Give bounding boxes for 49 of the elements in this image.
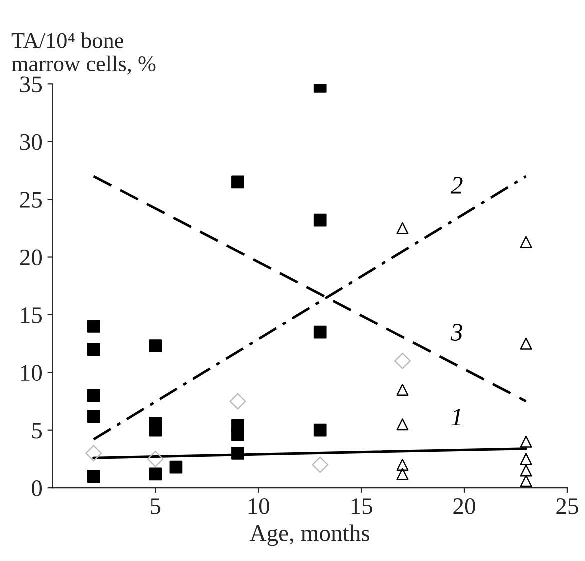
y-tick-label: 0 bbox=[32, 480, 42, 496]
y-tick-label: 35 bbox=[20, 76, 42, 93]
y-tick-label: 5 bbox=[32, 423, 42, 439]
point bbox=[87, 320, 100, 333]
point bbox=[87, 389, 100, 402]
x-tick-label: 25 bbox=[556, 498, 578, 514]
point bbox=[520, 236, 532, 248]
series-label: 3 bbox=[450, 324, 462, 341]
point bbox=[520, 338, 532, 350]
point bbox=[170, 460, 183, 474]
y-tick-label: 25 bbox=[20, 192, 42, 208]
point bbox=[312, 456, 329, 474]
point bbox=[314, 424, 327, 437]
y-tick-label: 10 bbox=[21, 365, 42, 382]
point bbox=[87, 343, 100, 356]
point bbox=[149, 468, 162, 481]
point bbox=[396, 468, 409, 480]
point bbox=[396, 418, 409, 431]
point bbox=[520, 475, 532, 488]
point bbox=[314, 214, 327, 227]
y-axis-title: TA/10⁴ bone marrow cells, % bbox=[12, 32, 156, 75]
point bbox=[520, 453, 532, 466]
y-tick-label: 20 bbox=[20, 250, 42, 266]
point bbox=[87, 410, 100, 423]
point bbox=[520, 436, 532, 448]
x-tick-label: 10 bbox=[248, 498, 270, 514]
series-label: 1 bbox=[452, 409, 461, 426]
point bbox=[396, 458, 409, 471]
point bbox=[232, 176, 244, 189]
point bbox=[149, 340, 162, 353]
point bbox=[230, 393, 246, 410]
series-label: 2 bbox=[450, 177, 463, 194]
y-tick-label: 30 bbox=[20, 134, 42, 150]
point bbox=[149, 424, 162, 437]
y-tick-label: 15 bbox=[21, 308, 42, 324]
x-tick-label: 15 bbox=[352, 498, 372, 514]
point bbox=[396, 222, 409, 234]
point bbox=[314, 326, 327, 339]
point bbox=[396, 384, 409, 396]
point bbox=[147, 450, 164, 468]
point bbox=[87, 470, 100, 483]
x-tick-label: 5 bbox=[151, 498, 161, 514]
point bbox=[86, 445, 102, 462]
point bbox=[520, 464, 532, 477]
point bbox=[232, 447, 244, 460]
point bbox=[232, 428, 244, 442]
x-tick-label: 20 bbox=[454, 498, 476, 514]
x-axis-title: Age, months bbox=[250, 524, 370, 546]
point bbox=[394, 352, 411, 370]
